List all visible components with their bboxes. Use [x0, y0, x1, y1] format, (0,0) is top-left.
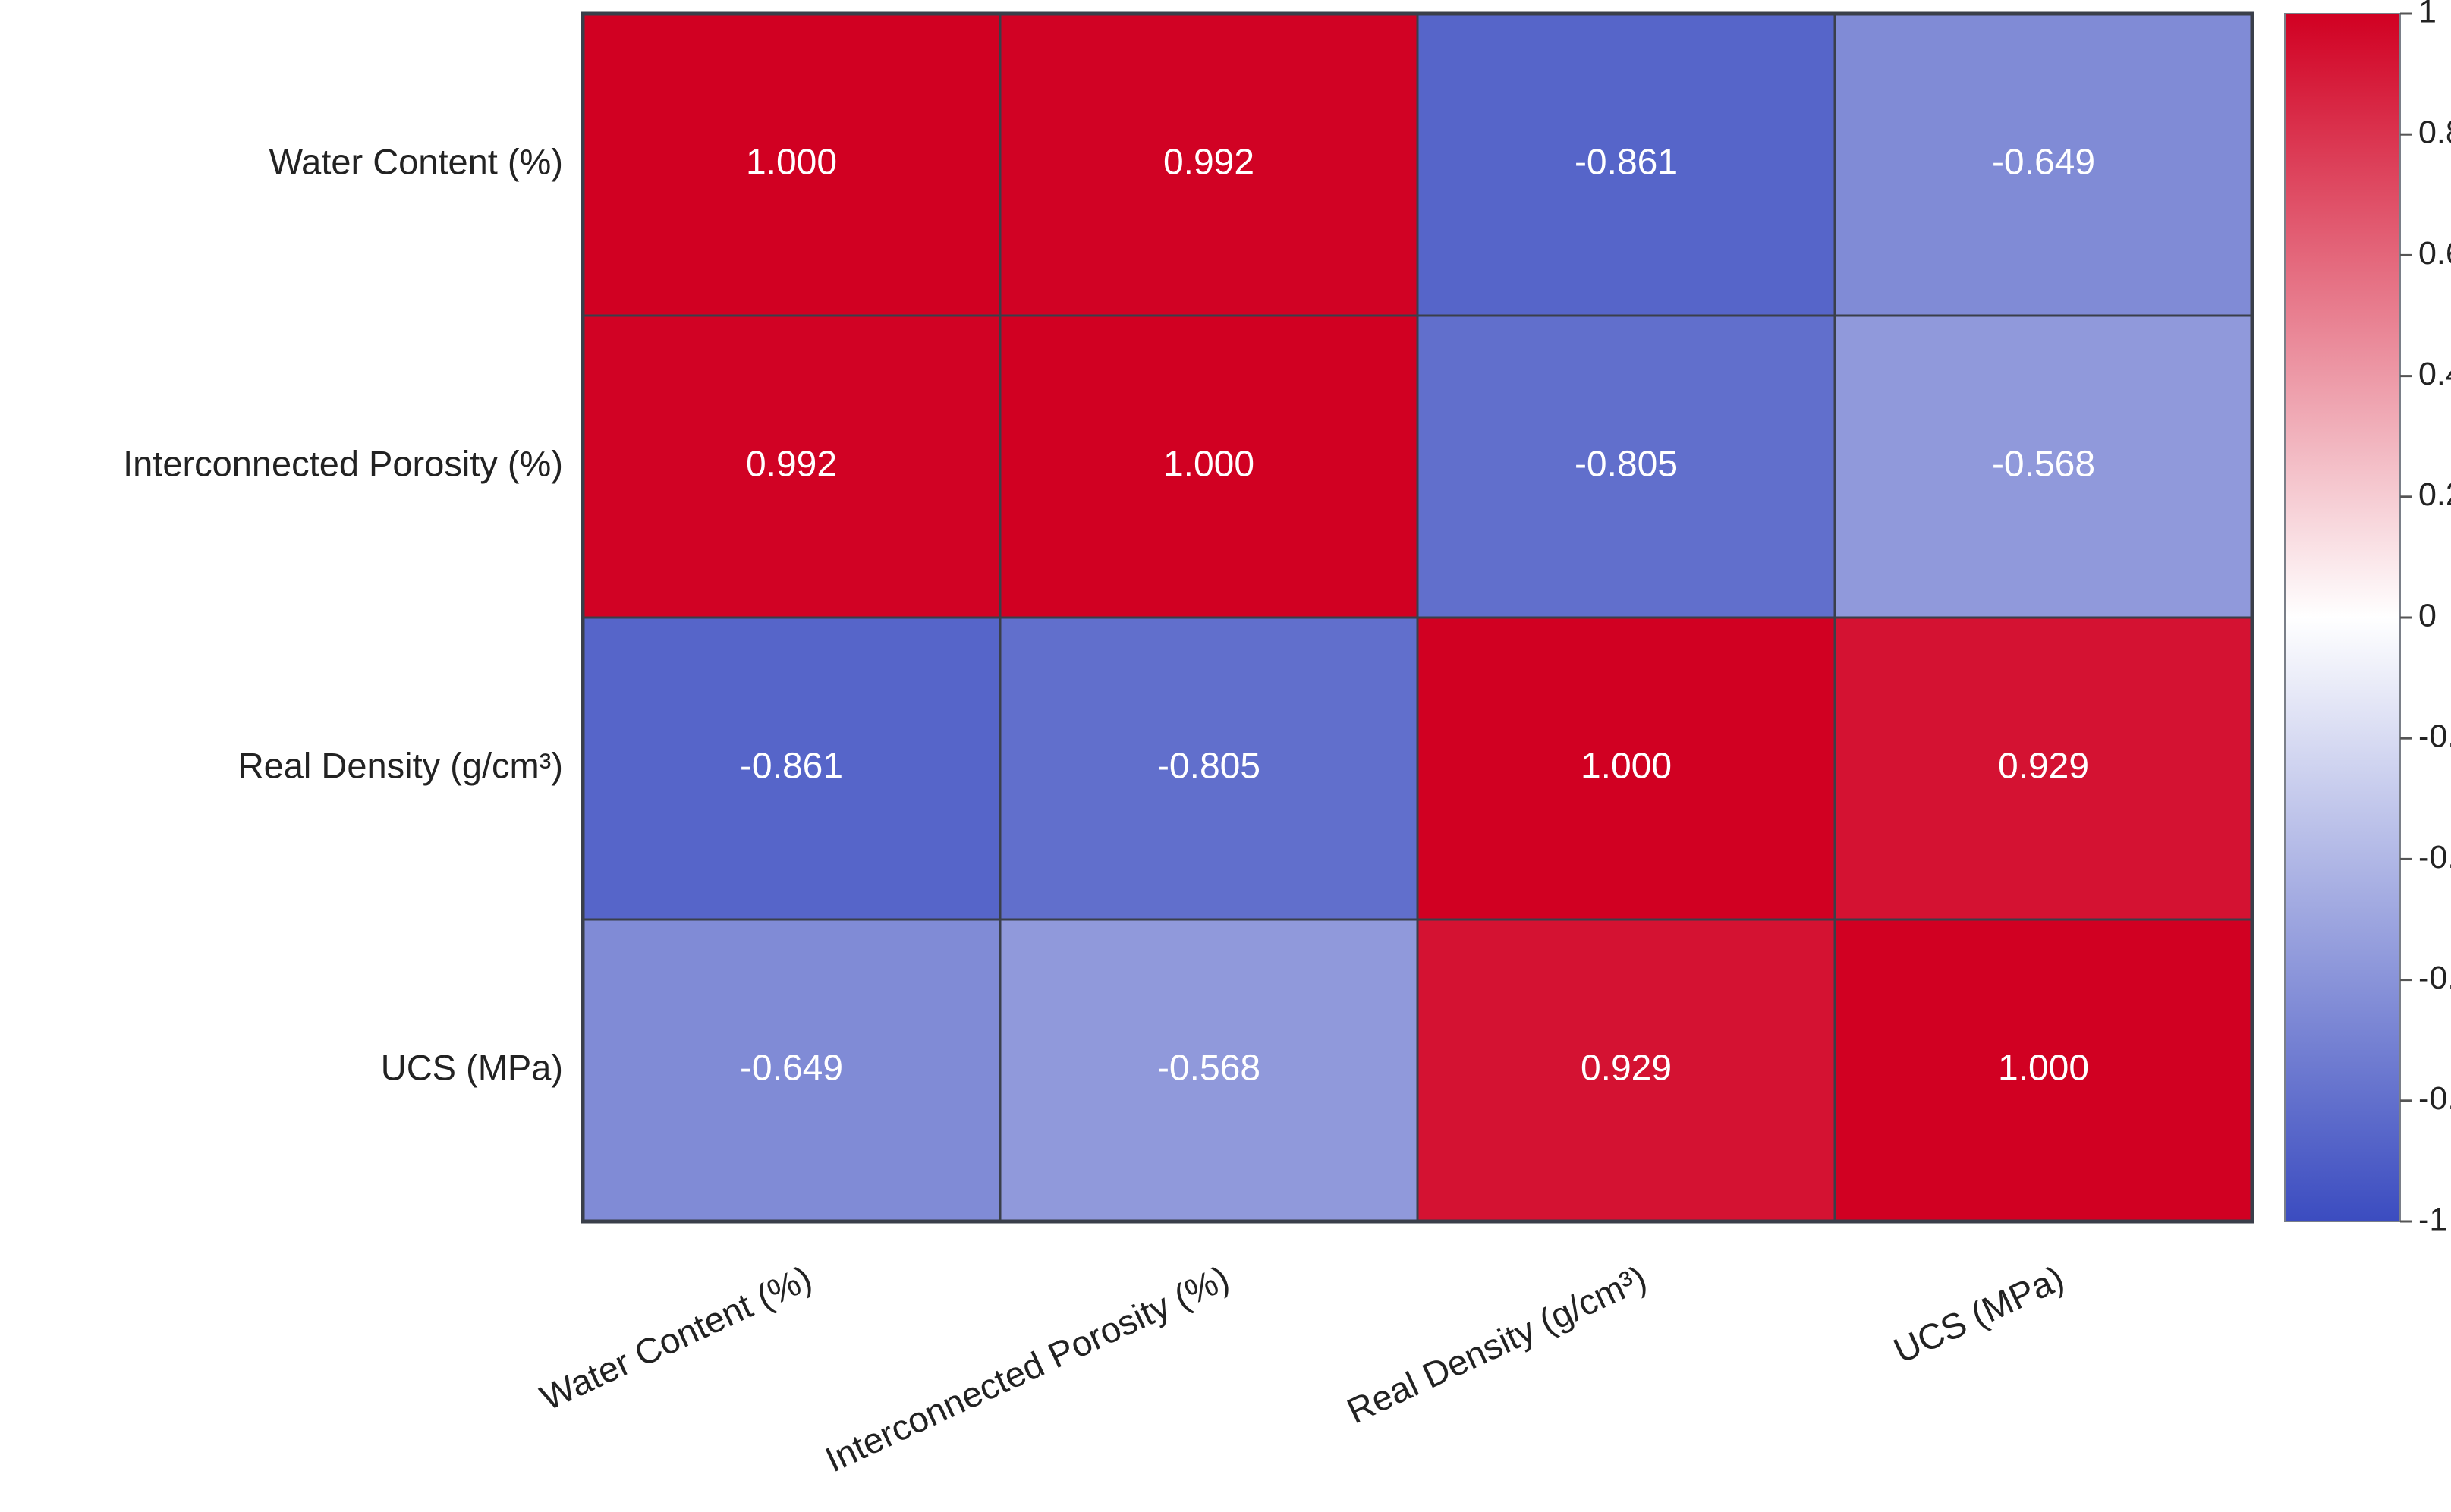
colorbar-gradient [2284, 13, 2401, 1222]
row-labels: Water Content (%) Interconnected Porosity… [123, 141, 563, 1087]
heatmap-cell-r2-c2 [999, 314, 1419, 619]
heatmap-cell-r1-c2 [999, 12, 1419, 317]
heatmap-cell-r4-c4 [1833, 918, 2254, 1223]
heatmap-cell-r4-c2 [999, 918, 1419, 1223]
row-label-ucs-mpa: UCS (MPa) [381, 1047, 563, 1087]
colorbar-tick-label: -0.2 [2418, 718, 2451, 755]
heatmap-cells [580, 11, 2254, 1224]
colorbar-tick-label: -0.8 [2418, 1080, 2451, 1117]
heatmap-cell-r3-c2 [999, 616, 1419, 921]
heatmap-cell-r1-c1 [581, 12, 1002, 317]
cell-value-label-r3-c3: 1.000 [1581, 747, 1672, 787]
colorbar-tick-label: 0.8 [2418, 115, 2451, 151]
heatmap-cell-r4-c1 [581, 918, 1002, 1223]
colorbar-tick-label: 0 [2418, 597, 2437, 633]
column-label-interconnected-porosity: Interconnected Porosity (%) [819, 1257, 1235, 1479]
cell-value-label-r2-c1: 0.992 [746, 445, 837, 485]
colorbar: 1 0.8 0.6 0.4 0.2 0 -0.2 -0.4 -0.6 -0.8 -1 [2284, 0, 2451, 1237]
heatmap-cell-r1-c4 [1833, 12, 2254, 317]
cell-value-label-r1-c4: -0.649 [1992, 143, 2095, 183]
column-label-water-content: Water Content (%) [534, 1257, 818, 1418]
heatmap-cell-r2-c4 [1833, 314, 2254, 619]
cell-value-label-r4-c2: -0.568 [1157, 1048, 1260, 1089]
column-labels: Water Content (%) Interconnected Porosity… [534, 1257, 2070, 1479]
cell-value-label-r3-c1: -0.861 [740, 747, 843, 787]
cell-value-label-r3-c2: -0.805 [1157, 747, 1260, 787]
cell-value-label-r2-c3: -0.805 [1575, 445, 1678, 485]
cell-value-label-r4-c1: -0.649 [740, 1048, 843, 1089]
colorbar-tick-label: 0.6 [2418, 235, 2451, 272]
cell-value-label-r1-c2: 0.992 [1163, 143, 1254, 183]
colorbar-tick-label: 0.4 [2418, 356, 2451, 392]
cell-value-label-r2-c2: 1.000 [1163, 445, 1254, 485]
cell-value-label-r4-c4: 1.000 [1998, 1048, 2089, 1089]
heatmap-cell-r4-c3 [1416, 918, 1836, 1223]
colorbar-tick-label: 0.2 [2418, 476, 2451, 513]
row-label-water-content: Water Content (%) [269, 141, 563, 181]
colorbar-tick-label: -0.4 [2418, 839, 2451, 875]
row-label-interconnected-porosity: Interconnected Porosity (%) [123, 443, 563, 483]
cell-value-label-r4-c3: 0.929 [1581, 1048, 1672, 1089]
heatmap-frame [580, 11, 2254, 1224]
cell-value-label-r3-c4: 0.929 [1998, 747, 2089, 787]
heatmap-cell-r2-c3 [1416, 314, 1836, 619]
heatmap-cell-r3-c4 [1833, 616, 2254, 921]
colorbar-tick-label: 1 [2418, 0, 2437, 30]
row-label-real-density-g-cm: Real Density (g/cm³) [238, 745, 563, 785]
cell-value-label-r1-c1: 1.000 [746, 143, 837, 183]
column-label-ucs-mpa: UCS (MPa) [1887, 1257, 2069, 1371]
colorbar-tick-label: -0.6 [2418, 960, 2451, 996]
heatmap-cell-r2-c1 [581, 314, 1002, 619]
cell-value-label-r1-c3: -0.861 [1575, 143, 1678, 183]
column-label-real-density-g-cm: Real Density (g/cm³) [1341, 1257, 1653, 1431]
colorbar-tick-label: -1 [2418, 1201, 2447, 1237]
cell-value-label-r2-c4: -0.568 [1992, 445, 2095, 485]
heatmap-cell-labels: 1.000 0.992 -0.861 -0.649 0.992 1.000 -0.805 -0… [740, 143, 2095, 1089]
